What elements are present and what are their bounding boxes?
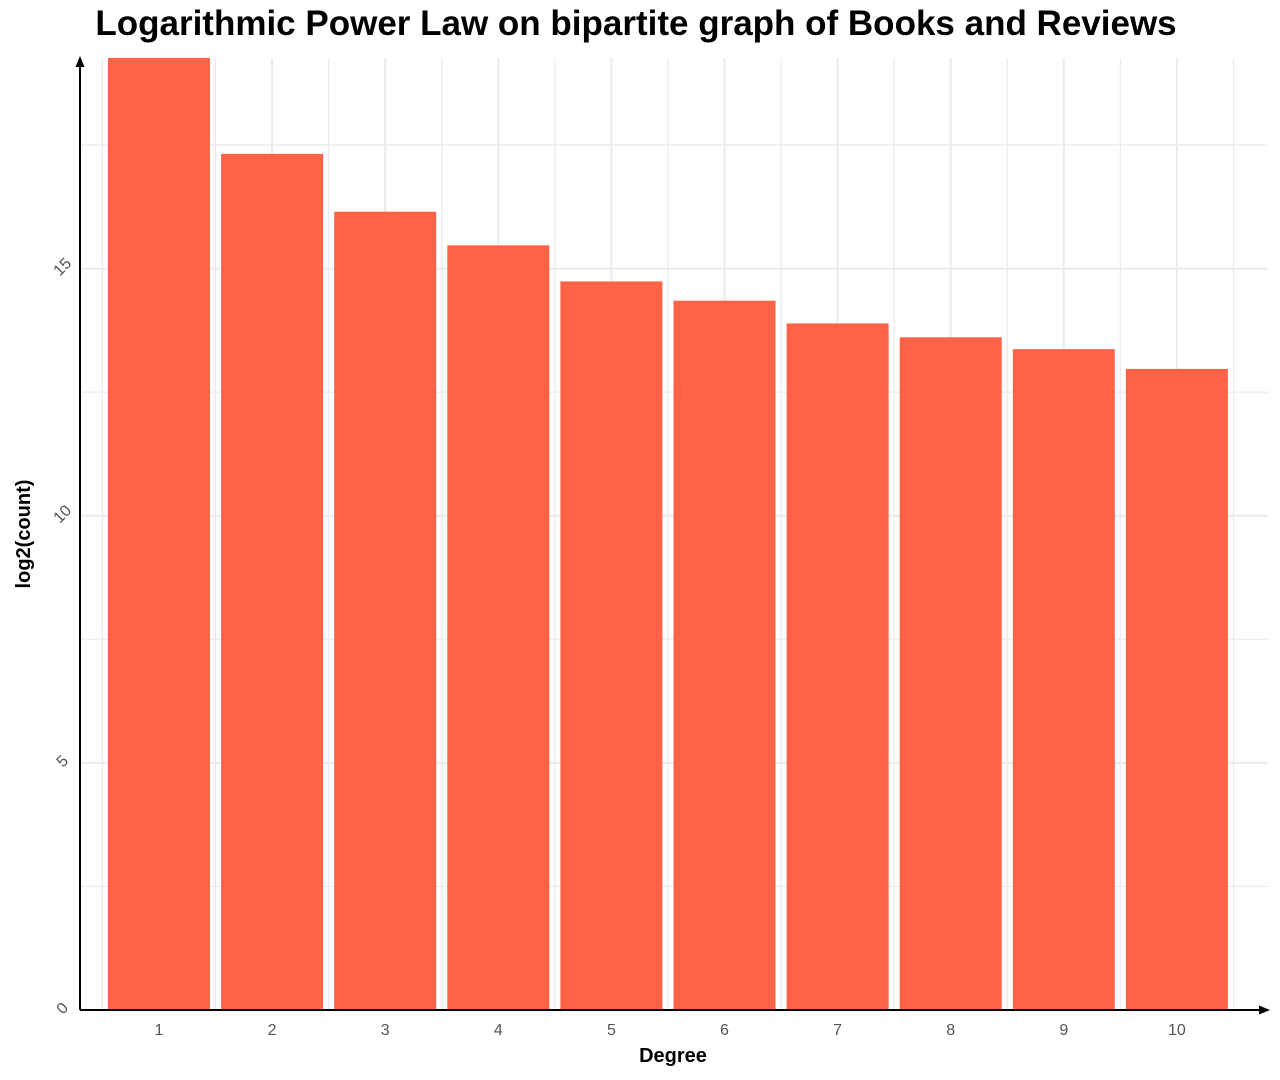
bars: [108, 58, 1228, 1011]
bar-degree-9: [1012, 349, 1115, 1010]
x-axis-arrow-icon: [1259, 1005, 1270, 1015]
bar-degree-6: [673, 300, 776, 1010]
bar-degree-7: [786, 323, 889, 1011]
x-tick-label: 8: [946, 1022, 955, 1039]
x-tick-label: 4: [494, 1022, 503, 1039]
x-tick-label: 5: [607, 1022, 616, 1039]
bar-degree-3: [334, 211, 437, 1011]
bar-degree-10: [1125, 368, 1228, 1010]
bar-degree-1: [108, 58, 210, 1010]
x-tick-label: 2: [268, 1022, 277, 1039]
y-tick-label: 0: [54, 1000, 72, 1018]
y-tick-labels: 0 5 10 15: [51, 255, 76, 1018]
x-tick-label: 1: [155, 1022, 164, 1039]
bar-degree-8: [899, 337, 1002, 1011]
x-tick-labels: 1 2 3 4 5 6 7 8 9 10: [155, 1022, 1186, 1039]
x-tick-label: 3: [381, 1022, 390, 1039]
x-axis-title: Degree: [639, 1045, 707, 1067]
y-axis-title: log2(count): [13, 480, 35, 589]
y-tick-label: 5: [54, 752, 72, 770]
x-tick-label: 10: [1168, 1022, 1186, 1039]
x-tick-label: 6: [720, 1022, 729, 1039]
x-tick-label: 9: [1059, 1022, 1068, 1039]
x-tick-label: 7: [833, 1022, 842, 1039]
chart-title: Logarithmic Power Law on bipartite graph…: [95, 4, 1177, 43]
y-tick-label: 10: [51, 502, 76, 527]
bar-degree-2: [221, 153, 324, 1011]
y-axis-arrow-icon: [75, 56, 85, 67]
axes: [75, 56, 1270, 1015]
bar-degree-5: [560, 281, 663, 1011]
y-tick-label: 15: [51, 255, 76, 280]
bar-degree-4: [447, 245, 550, 1011]
